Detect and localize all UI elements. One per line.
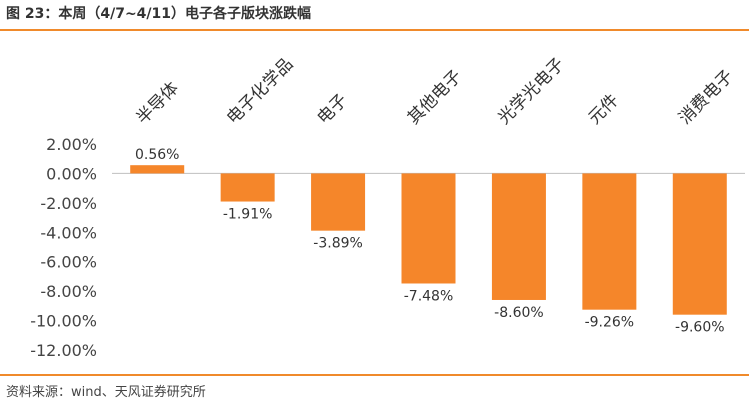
data-label: -8.60%	[494, 305, 544, 321]
source-divider	[0, 374, 749, 376]
chart-title: 图 23：本周（4/7~4/11）电子各子版块涨跌幅	[6, 6, 312, 22]
data-labels: 0.56% -1.91% -3.89% -7.48% -8.60% -9.26% -9.60…	[135, 147, 725, 335]
bar	[220, 173, 275, 202]
bar	[401, 173, 456, 284]
category-label: 光学光电子	[494, 54, 568, 128]
data-label: 0.56%	[135, 147, 179, 163]
data-label: -9.26%	[585, 315, 635, 331]
bar	[582, 173, 637, 310]
y-tick-label: -2.00%	[40, 194, 97, 213]
bar	[491, 173, 546, 300]
data-label: -1.91%	[223, 207, 273, 223]
y-tick-label: 2.00%	[46, 135, 97, 154]
category-label: 半导体	[133, 78, 183, 128]
bar	[311, 173, 366, 231]
category-label: 消费电子	[675, 66, 737, 128]
title-divider	[0, 29, 749, 31]
bars	[130, 165, 727, 315]
y-tick-label: -4.00%	[40, 223, 97, 242]
data-label: -9.60%	[675, 320, 725, 336]
bar	[130, 165, 185, 174]
y-tick-label: -6.00%	[40, 253, 97, 272]
data-label: -7.48%	[404, 288, 454, 304]
y-tick-label: 0.00%	[46, 164, 97, 183]
y-tick-label: -8.00%	[40, 282, 97, 301]
category-label: 元件	[585, 90, 623, 128]
y-axis-ticks: 2.00% 0.00% -2.00% -4.00% -6.00% -8.00% -10.00…	[30, 135, 97, 360]
y-tick-label: -12.00%	[30, 341, 97, 360]
data-label: -3.89%	[313, 236, 363, 252]
y-tick-label: -10.00%	[30, 312, 97, 331]
category-label: 电子	[313, 90, 351, 128]
category-labels: 半导体 电子化学品 电子 其他电子 光学光电子 元件 消费电子	[133, 54, 738, 128]
source-note: 资料来源：wind、天风证券研究所	[6, 385, 206, 400]
category-label: 电子化学品	[223, 54, 297, 128]
category-label: 其他电子	[404, 66, 466, 128]
bar	[672, 173, 727, 315]
